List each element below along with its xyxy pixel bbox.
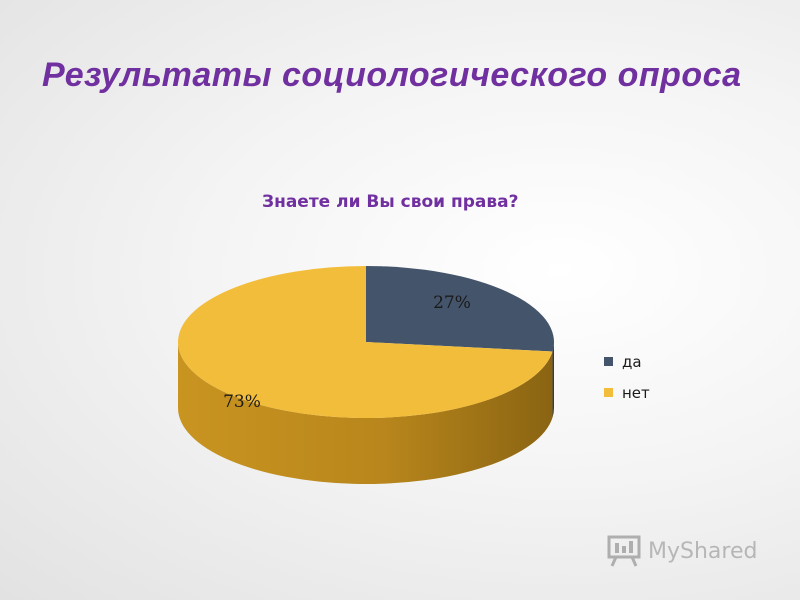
pie-side-да xyxy=(552,342,554,418)
presentation-board-icon xyxy=(607,535,641,567)
watermark-text: MyShared xyxy=(648,538,758,564)
legend-swatch-да xyxy=(604,357,613,366)
pie-slice-да xyxy=(366,266,554,352)
pie-side-нет xyxy=(178,342,553,485)
data-label-нет: 73% xyxy=(223,392,261,412)
slide-title: Результаты социологического опроса xyxy=(42,56,742,94)
legend-label-нет: нет xyxy=(622,384,650,402)
chart-title: Знаете ли Вы свои права? xyxy=(262,192,519,212)
data-label-да: 27% xyxy=(433,293,471,313)
pie-slice-нет xyxy=(178,266,553,418)
watermark: MyShared xyxy=(606,534,757,568)
legend-swatch-нет xyxy=(604,388,613,397)
legend-label-да: да xyxy=(622,353,642,371)
